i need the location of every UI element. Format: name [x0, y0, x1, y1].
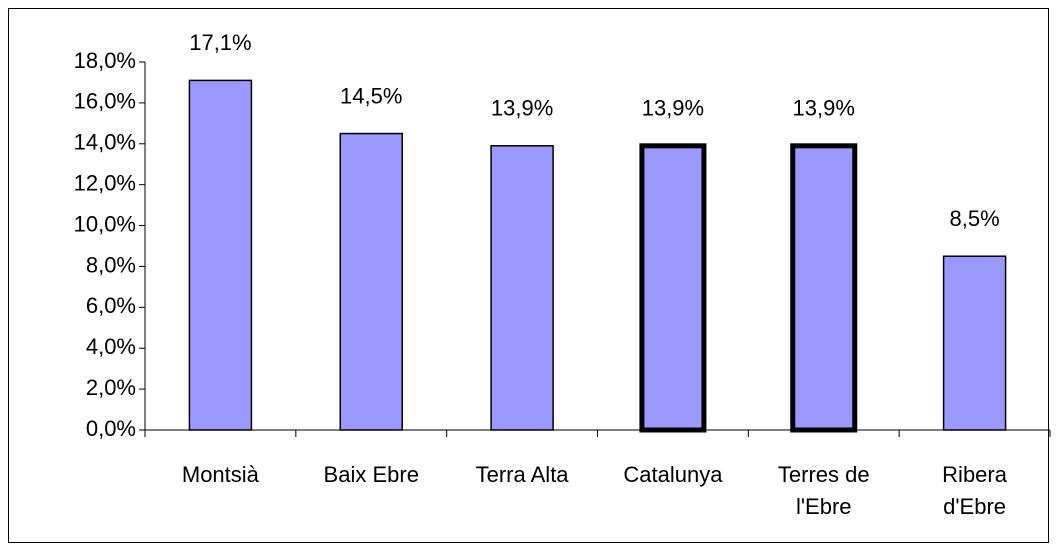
value-label: 13,9% [793, 96, 855, 121]
value-label: 13,9% [491, 96, 553, 121]
y-tick-label: 10,0% [74, 211, 136, 236]
y-tick-label: 8,0% [86, 252, 136, 277]
bar [188, 79, 253, 431]
x-tick-label: Baix Ebre [323, 462, 419, 487]
x-tick-label: Montsià [181, 462, 259, 487]
y-tick-label: 0,0% [86, 416, 136, 441]
bar [339, 132, 403, 431]
y-tick-label: 2,0% [86, 375, 136, 400]
bar [490, 145, 554, 431]
y-tick-label: 16,0% [74, 89, 136, 114]
y-tick-label: 14,0% [74, 130, 136, 155]
bar [942, 255, 1007, 431]
x-tick-label: Catalunya [623, 462, 723, 487]
y-tick-label: 4,0% [86, 334, 136, 359]
y-tick-label: 18,0% [74, 48, 136, 73]
value-label: 8,5% [950, 206, 1000, 231]
x-tick-label: Ribera d'Ebre [942, 462, 1007, 519]
value-label: 14,5% [340, 83, 402, 108]
x-tick-label: Terra Alta [475, 462, 569, 487]
y-tick-label: 6,0% [86, 293, 136, 318]
value-label: 13,9% [642, 96, 704, 121]
value-label: 17,1% [189, 30, 251, 55]
bar [639, 143, 707, 433]
y-tick-label: 12,0% [74, 170, 136, 195]
x-tick-label: Terres de l'Ebre [777, 462, 870, 519]
bar [790, 143, 858, 433]
